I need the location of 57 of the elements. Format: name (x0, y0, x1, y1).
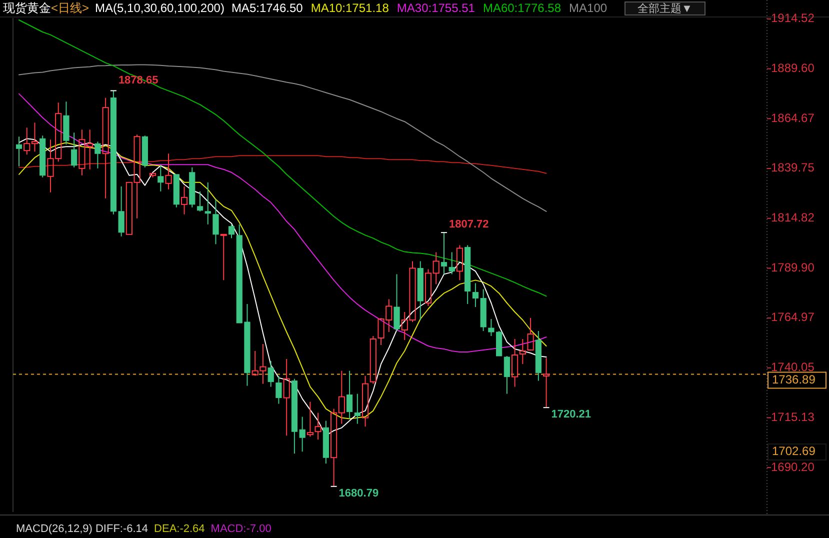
line-series (18, 20, 547, 297)
y-tick-label: 1740.05 (771, 360, 815, 374)
candlestick (16, 136, 22, 167)
text: 全部主题▼ (638, 2, 692, 15)
line-series (18, 93, 547, 352)
text: MACD(26,12,9) DIFF:-6.14 (16, 522, 148, 535)
candlestick (440, 232, 448, 275)
chart-subtitle: <日线> (51, 1, 90, 16)
annotation: 1680.79 (338, 487, 379, 500)
text: MA30:1755.51 (396, 1, 476, 16)
y-tick-label: 1864.67 (771, 110, 815, 125)
candlestick (417, 260, 424, 320)
candlestick (464, 244, 471, 304)
candlestick (519, 338, 526, 364)
candlestick (165, 153, 172, 190)
text: 1702.69 (772, 444, 816, 458)
candlestick (212, 198, 219, 245)
y-tick-label: 1914.52 (771, 11, 815, 26)
candlestick (189, 166, 196, 208)
candlestick (268, 360, 274, 388)
text: MACD:-7.00 (210, 522, 272, 535)
candlestick (71, 132, 78, 168)
candlestick (512, 338, 518, 388)
y-tick-label: 1889.60 (771, 60, 815, 75)
text: MA5:1746.50 (231, 1, 304, 16)
candlestick (196, 190, 204, 212)
candlestick (535, 330, 542, 382)
y-tick-label: 1814.82 (771, 210, 815, 225)
y-tick-label: 1839.75 (771, 160, 815, 175)
y-tick-label: 1789.90 (771, 260, 815, 274)
candlestick (102, 97, 109, 199)
candlestick (354, 393, 360, 424)
candlestick (94, 141, 101, 169)
candlestick (322, 420, 329, 464)
y-tick-label: 1764.97 (771, 310, 815, 324)
text: MA100 (569, 1, 608, 16)
text: MA60:1776.58 (482, 1, 562, 16)
candlestick (276, 375, 282, 404)
candlestick (346, 370, 353, 420)
candlestick (362, 375, 369, 428)
candlestick (142, 135, 148, 168)
y-tick-label: 1690.20 (771, 460, 815, 474)
text: MA10:1751.18 (310, 1, 390, 16)
legend-title: MA(5,10,30,60,100,200) (95, 1, 224, 16)
candlestick (283, 358, 290, 436)
candlestick (314, 412, 322, 440)
candlestick (40, 135, 46, 178)
text: 1720.21 (551, 408, 592, 420)
ref-line-label: 1736.89 (772, 372, 816, 386)
candlestick (158, 164, 164, 192)
candlestick (204, 182, 211, 225)
annotation: 1807.72 (448, 218, 489, 230)
line-series (18, 64, 547, 212)
y-tick-label: 1715.13 (771, 410, 815, 424)
text: DEA:-2.64 (154, 522, 205, 535)
candlestick (180, 186, 188, 215)
chart-title: 现货黄金 (3, 1, 51, 16)
